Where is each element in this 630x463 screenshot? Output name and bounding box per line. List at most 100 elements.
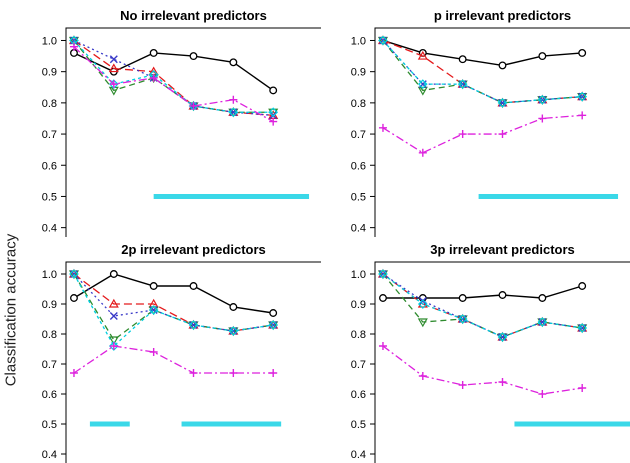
data-point bbox=[69, 369, 78, 377]
panel-title: 3p irrelevant predictors bbox=[430, 242, 575, 257]
data-point bbox=[109, 312, 118, 320]
data-point bbox=[229, 369, 238, 377]
plot-frame bbox=[374, 261, 630, 463]
data-point bbox=[538, 390, 547, 398]
data-point bbox=[458, 130, 467, 139]
series-line bbox=[73, 46, 274, 123]
data-point bbox=[149, 49, 158, 57]
data-point bbox=[149, 348, 158, 356]
y-tick-label: 0.9 bbox=[351, 67, 366, 79]
data-point bbox=[458, 294, 467, 302]
data-point bbox=[538, 114, 547, 123]
data-point bbox=[458, 381, 467, 389]
y-tick-label: 1.0 bbox=[42, 35, 57, 47]
data-point bbox=[69, 42, 78, 51]
data-point bbox=[417, 79, 428, 89]
y-tick-label: 0.4 bbox=[42, 223, 57, 235]
y-tick-label: 0.6 bbox=[351, 389, 366, 401]
y-tick-label: 0.6 bbox=[351, 160, 366, 172]
y-tick-label: 0.8 bbox=[351, 98, 366, 110]
y-tick-label: 0.5 bbox=[351, 419, 366, 431]
series-line bbox=[382, 273, 583, 338]
data-point bbox=[577, 324, 588, 334]
series-line bbox=[73, 273, 274, 341]
data-point bbox=[229, 95, 238, 104]
data-point bbox=[68, 36, 80, 46]
data-point bbox=[417, 318, 428, 328]
data-point bbox=[418, 372, 427, 380]
y-tick-label: 0.7 bbox=[42, 359, 57, 371]
plot-frame bbox=[65, 27, 321, 237]
series-line bbox=[73, 52, 274, 91]
data-point bbox=[497, 333, 508, 343]
data-point bbox=[109, 55, 118, 64]
y-tick-label: 0.5 bbox=[42, 419, 57, 431]
plot-frame bbox=[65, 261, 321, 463]
data-point bbox=[377, 36, 389, 46]
y-tick-label: 0.9 bbox=[351, 299, 366, 311]
y-tick-label: 0.7 bbox=[42, 129, 57, 141]
data-point bbox=[189, 369, 198, 377]
series-line bbox=[73, 273, 274, 314]
data-point bbox=[578, 282, 587, 290]
data-point bbox=[538, 294, 547, 302]
y-tick-label: 0.7 bbox=[351, 359, 366, 371]
data-point bbox=[70, 294, 78, 302]
data-point bbox=[457, 79, 468, 89]
data-point bbox=[578, 49, 587, 57]
chart-panel: 2p irrelevant predictors 0.4 0.5 0.6 0.7 0.8 0… bbox=[42, 242, 321, 463]
data-point bbox=[377, 270, 389, 280]
chart-panel: 3p irrelevant predictors 0.4 0.5 0.6 0.7 0.8 0… bbox=[351, 242, 630, 463]
data-point bbox=[108, 298, 119, 308]
panel-title: No irrelevant predictors bbox=[120, 8, 267, 23]
data-point bbox=[228, 327, 239, 337]
y-tick-label: 0.5 bbox=[351, 191, 366, 203]
data-point bbox=[148, 305, 159, 315]
data-point bbox=[189, 282, 198, 290]
data-point bbox=[149, 282, 158, 290]
data-point bbox=[269, 117, 278, 126]
data-point bbox=[228, 107, 239, 118]
data-point bbox=[108, 336, 119, 346]
data-point bbox=[188, 320, 199, 330]
y-tick-label: 0.6 bbox=[42, 389, 57, 401]
y-tick-label: 1.0 bbox=[351, 269, 366, 281]
data-point bbox=[537, 94, 548, 105]
series-line bbox=[73, 273, 274, 348]
y-tick-label: 0.8 bbox=[351, 329, 366, 341]
y-tick-label: 1.0 bbox=[42, 269, 57, 281]
data-point bbox=[378, 269, 388, 279]
data-point bbox=[229, 58, 238, 67]
data-point bbox=[578, 111, 587, 120]
series-line bbox=[73, 345, 274, 374]
data-point bbox=[109, 270, 118, 278]
plot-frame bbox=[374, 27, 630, 237]
y-tick-label: 0.9 bbox=[42, 299, 57, 311]
data-point bbox=[578, 384, 587, 392]
data-point bbox=[228, 326, 239, 336]
data-point bbox=[457, 315, 468, 325]
series-line bbox=[382, 345, 583, 395]
y-tick-label: 1.0 bbox=[351, 35, 366, 47]
data-point bbox=[108, 63, 119, 73]
data-point bbox=[269, 111, 278, 120]
series-line bbox=[382, 114, 583, 154]
y-tick-label: 0.4 bbox=[42, 449, 57, 461]
chart-panel: No irrelevant predictors 0.4 0.5 0.6 0.7 0.8 0… bbox=[42, 8, 321, 237]
series-line bbox=[382, 39, 583, 67]
y-tick-label: 0.9 bbox=[42, 67, 57, 79]
data-point bbox=[379, 294, 387, 302]
y-tick-label: 0.5 bbox=[42, 191, 57, 203]
series-line bbox=[382, 273, 583, 338]
series-line bbox=[73, 273, 274, 332]
data-point bbox=[458, 55, 467, 64]
data-point bbox=[538, 52, 547, 61]
data-point bbox=[378, 123, 387, 132]
data-point bbox=[268, 107, 279, 118]
series-line bbox=[73, 273, 274, 332]
panel-title: 2p irrelevant predictors bbox=[121, 242, 266, 257]
data-point bbox=[497, 98, 508, 108]
y-tick-label: 0.4 bbox=[351, 449, 366, 461]
data-point bbox=[498, 130, 507, 139]
data-point bbox=[189, 101, 198, 110]
